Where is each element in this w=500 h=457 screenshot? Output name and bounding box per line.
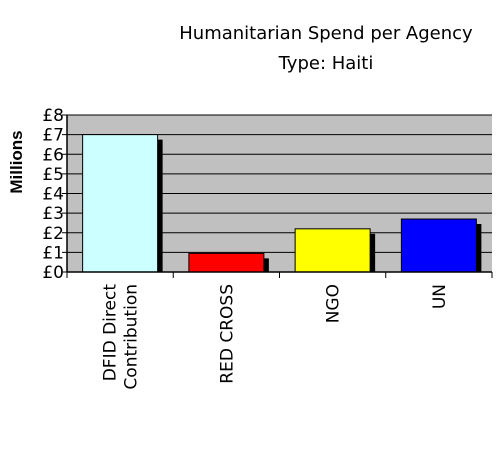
bar: [82, 134, 159, 273]
chart-title: Humanitarian Spend per Agency Type: Hait…: [179, 23, 473, 74]
y-tick-label: £0: [42, 263, 64, 283]
y-tick-label: £8: [42, 106, 64, 126]
bar: [188, 252, 265, 273]
bar: [294, 228, 371, 273]
x-category-label: RED CROSS: [217, 284, 237, 384]
y-tick-label: £6: [42, 145, 64, 165]
y-tick-label: £2: [42, 224, 64, 244]
x-category-label: DFID Direct: [101, 284, 121, 382]
x-axis-category-labels: DFID Direct Contribution RED CROSS NGO UN: [101, 284, 450, 390]
y-tick-label: £4: [42, 185, 64, 205]
y-tick-label: £5: [42, 165, 64, 185]
x-category-label: NGO: [324, 284, 344, 323]
y-tick-label: £3: [42, 204, 64, 224]
y-axis-ticks: £0£1£2£3£4£5£6£7£8: [42, 106, 67, 283]
y-axis-label: Millions: [7, 130, 26, 193]
chart-title-line-2: Type: Haiti: [278, 53, 374, 74]
chart-title-line-1: Humanitarian Spend per Agency: [179, 23, 473, 44]
bar: [400, 218, 477, 273]
x-category-label: Contribution: [122, 284, 142, 390]
x-category-label: UN: [430, 284, 450, 309]
y-tick-label: £1: [42, 243, 64, 263]
y-tick-label: £7: [42, 126, 64, 146]
